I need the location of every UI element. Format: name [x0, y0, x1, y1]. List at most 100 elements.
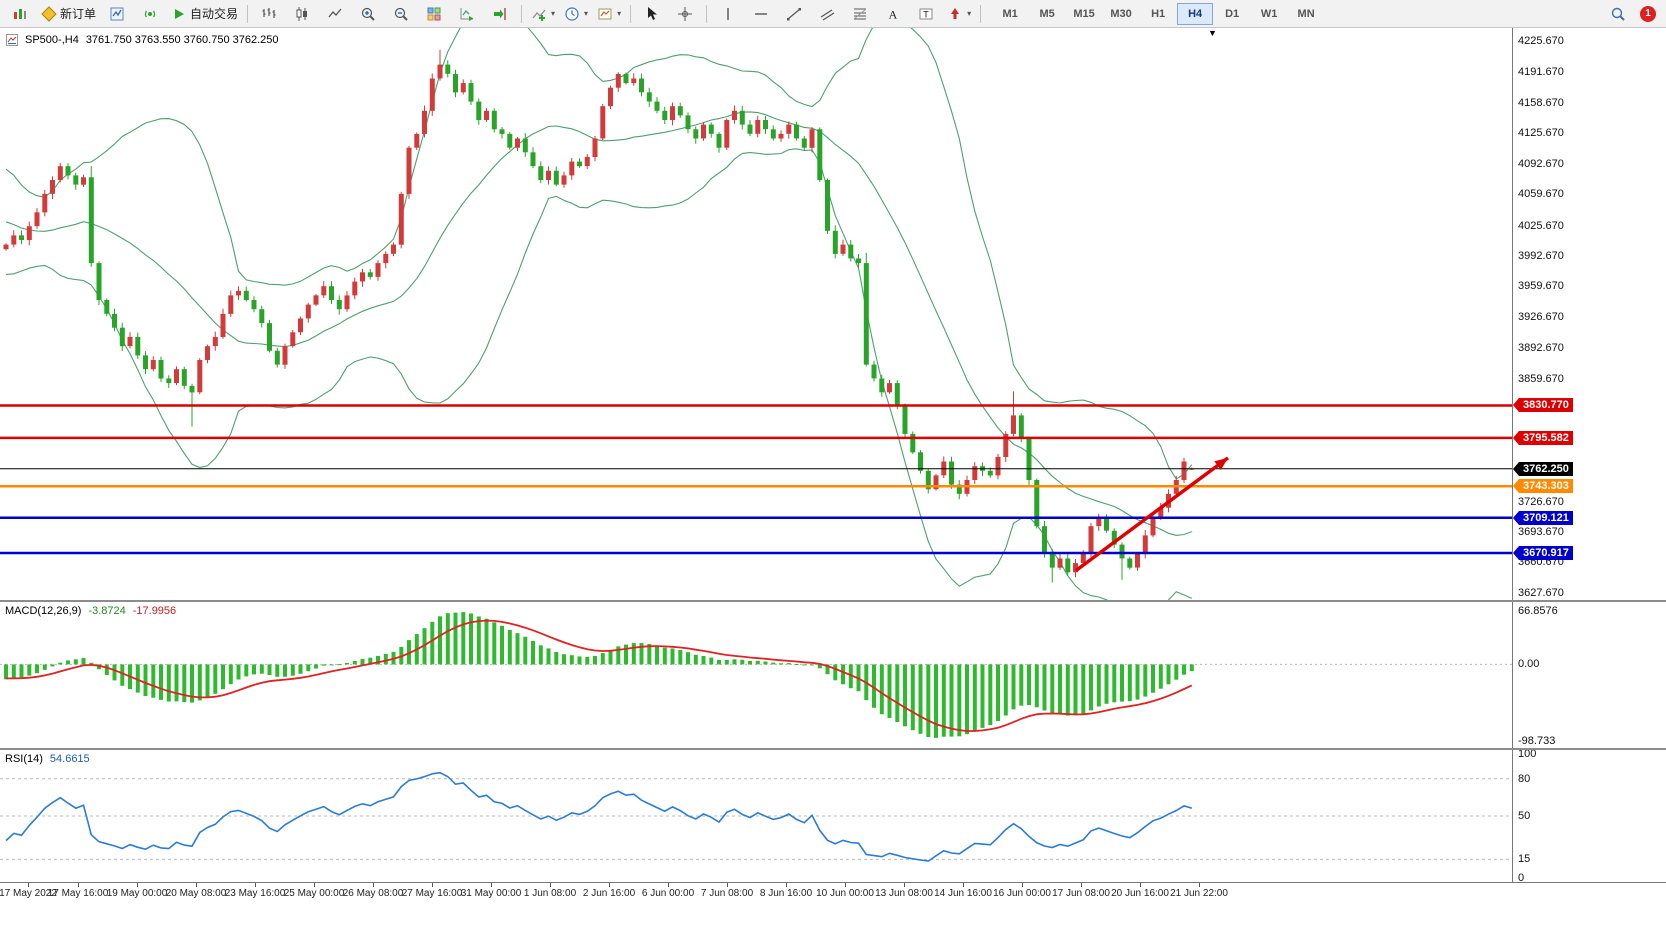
macd-chart-canvas[interactable]	[0, 602, 1512, 748]
support-line-orange-tag[interactable]: 3743.303	[1513, 479, 1573, 494]
horizontal-line-icon	[755, 12, 768, 15]
autotrading-icon	[175, 8, 185, 19]
macd-axis-label: 0.00	[1518, 658, 1540, 671]
time-axis-label: 16 Jun 00:00	[993, 888, 1051, 899]
vertical-line-icon	[727, 7, 729, 20]
timeframe-m30[interactable]: M30	[1110, 7, 1132, 20]
time-axis-label: 17 May 2022	[0, 888, 57, 899]
macd-label: MACD(12,26,9) -3.8724 -17.9956	[5, 605, 176, 617]
support-line-blue-1-tag[interactable]: 3709.121	[1513, 510, 1573, 525]
search-button[interactable]	[1602, 2, 1634, 26]
toolbar-separator	[630, 4, 632, 23]
timeframe-d1[interactable]: D1	[1225, 7, 1240, 20]
time-axis-tick	[196, 883, 197, 887]
time-axis-tick	[373, 883, 374, 887]
time-axis-tick	[314, 883, 315, 887]
time-axis-label: 6 Jun 00:00	[641, 888, 695, 899]
templates-button[interactable]: ▾	[593, 2, 625, 26]
support-line-blue-2-tag[interactable]: 3670.917	[1513, 546, 1573, 560]
text-icon: A	[889, 7, 898, 21]
fibonacci-tool-button[interactable]	[844, 2, 876, 26]
cursor-button[interactable]	[636, 2, 668, 26]
template-icon	[598, 8, 612, 19]
macd-axis-label: -98.733	[1518, 735, 1556, 747]
new-order-button[interactable]: 新订单	[37, 2, 100, 26]
signal-icon	[144, 10, 156, 17]
dropdown-caret-icon: ▾	[584, 9, 589, 18]
time-axis-label: 31 May 00:00	[460, 888, 522, 899]
toolbar-separator	[521, 4, 523, 23]
price-axis-label: 3926.670	[1518, 310, 1564, 323]
rsi-axis-label: 100	[1518, 748, 1537, 760]
vertical-line-tool-button[interactable]	[712, 2, 744, 26]
timeframe-h1[interactable]: H1	[1151, 7, 1166, 20]
macd-panel: MACD(12,26,9) -3.8724 -17.9956	[0, 602, 1512, 748]
text-tool-button[interactable]: A	[877, 2, 909, 26]
zoom-in-button[interactable]	[352, 2, 384, 26]
new-order-label: 新订单	[60, 7, 97, 21]
channel-tool-button[interactable]	[811, 2, 843, 26]
symbol-ohlc: 3761.750 3763.550 3760.750 3762.250	[85, 34, 279, 46]
periods-button[interactable]: ▾	[560, 2, 592, 26]
resistance-line-1-tag[interactable]: 3830.770	[1513, 398, 1573, 413]
macd-name: MACD(12,26,9)	[5, 605, 82, 617]
time-axis-label: 7 Jun 08:00	[700, 888, 754, 899]
price-axis-label: 4059.670	[1518, 188, 1564, 201]
time-axis-tick	[491, 883, 492, 887]
rsi-axis-label: 80	[1518, 772, 1531, 785]
chart-shift-button[interactable]	[484, 2, 516, 26]
time-axis-label: 26 May 08:00	[342, 888, 404, 899]
time-axis-tick	[78, 883, 79, 887]
signals-button[interactable]	[134, 2, 166, 26]
arrows-tool-button[interactable]: ▾	[943, 2, 975, 26]
rsi-chart-canvas[interactable]	[0, 750, 1512, 882]
time-axis-tick	[845, 883, 846, 887]
new-order-icon	[41, 5, 57, 22]
indicators-button[interactable]: ▾	[527, 2, 559, 26]
chart-shift-icon	[494, 7, 506, 20]
timeframe-m1[interactable]: M1	[1002, 7, 1018, 20]
current-price-line-tag[interactable]: 3762.250	[1513, 461, 1573, 476]
bar-chart-button[interactable]	[253, 2, 285, 26]
trendline-tool-button[interactable]	[778, 2, 810, 26]
fibonacci-icon	[853, 8, 867, 19]
chart-shift-marker-icon[interactable]: ▼	[1208, 28, 1217, 38]
auto-scroll-button[interactable]	[451, 2, 483, 26]
timeframe-w1[interactable]: W1	[1260, 7, 1278, 20]
tile-windows-button[interactable]	[418, 2, 450, 26]
market-watch-button[interactable]	[101, 2, 133, 26]
label-tool-button[interactable]: T	[910, 2, 942, 26]
time-axis-label: 20 May 08:00	[165, 888, 227, 899]
arrow-shape-icon	[951, 7, 960, 19]
candlestick-chart-button[interactable]	[286, 2, 318, 26]
price-axis[interactable]: 4225.670 4191.670 4158.670 4125.670 4092.670…	[1512, 28, 1666, 884]
main-chart-panel: SP500-,H4 3761.750 3763.550 3760.750 376…	[0, 28, 1512, 600]
panel-separator[interactable]	[0, 600, 1666, 602]
line-chart-button[interactable]	[319, 2, 351, 26]
crosshair-button[interactable]	[669, 2, 701, 26]
price-axis-label: 4191.670	[1518, 66, 1564, 79]
panel-separator[interactable]	[0, 748, 1666, 750]
notification-badge[interactable]: 1	[1640, 5, 1656, 22]
horizontal-line-tool-button[interactable]	[745, 2, 777, 26]
time-axis-tick	[963, 883, 964, 887]
price-axis-label: 3959.670	[1518, 280, 1564, 293]
timeframe-m15[interactable]: M15	[1073, 7, 1095, 20]
autotrading-button[interactable]: 自动交易	[167, 2, 242, 26]
toolbar-separator	[980, 4, 982, 23]
text-label-icon: T	[919, 8, 933, 19]
app-icon	[14, 8, 26, 19]
zoom-out-button[interactable]	[385, 2, 417, 26]
timeframe-h4[interactable]: H4	[1177, 2, 1214, 25]
rsi-value: 54.6615	[49, 753, 90, 765]
time-axis-tick	[668, 883, 669, 887]
timeframe-mn[interactable]: MN	[1297, 7, 1315, 20]
resistance-line-2-tag[interactable]: 3795.582	[1513, 430, 1573, 445]
main-chart-canvas[interactable]	[0, 28, 1512, 600]
time-axis-label: 14 Jun 16:00	[934, 888, 992, 899]
time-axis[interactable]: 17 May 2022 17 May 16:00 19 May 00:00 20 Ma…	[0, 882, 1666, 943]
price-axis-label: 3693.670	[1518, 526, 1564, 538]
time-axis-tick	[28, 883, 29, 887]
timeframe-m5[interactable]: M5	[1039, 7, 1055, 20]
